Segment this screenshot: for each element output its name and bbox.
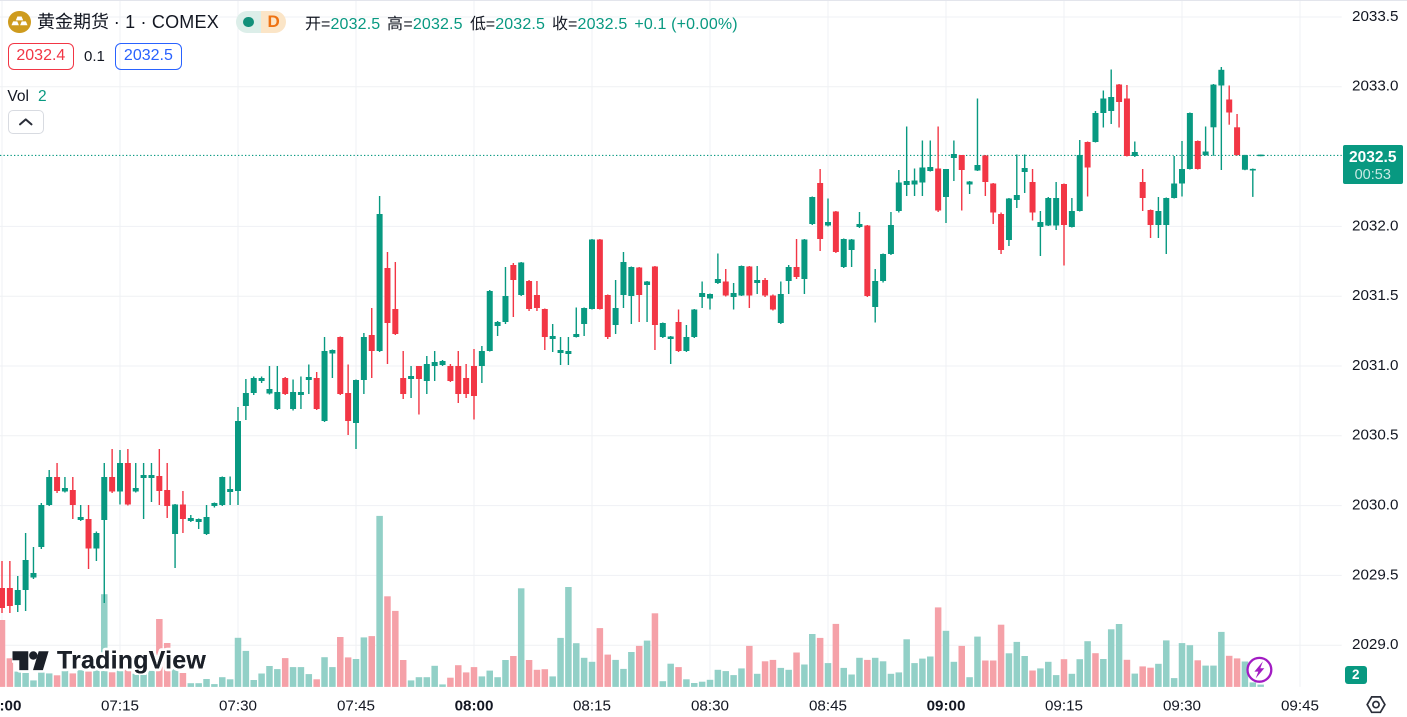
svg-text:09:30: 09:30 [1163,698,1201,715]
svg-text:2033.0: 2033.0 [1352,78,1398,95]
svg-text:07:00: 07:00 [0,698,21,715]
svg-text:2029.0: 2029.0 [1352,636,1398,653]
svg-text:TradingView: TradingView [57,647,206,675]
svg-text:2029.5: 2029.5 [1352,566,1398,583]
svg-text:TradingView: TradingView [57,647,206,675]
svg-text:2030.5: 2030.5 [1352,427,1398,444]
svg-text:2031.5: 2031.5 [1352,287,1398,304]
svg-text:08:00: 08:00 [455,698,494,715]
svg-text:08:30: 08:30 [691,698,729,715]
svg-text:08:45: 08:45 [809,698,847,715]
svg-text:2033.5: 2033.5 [1352,8,1398,25]
svg-text:07:45: 07:45 [337,698,375,715]
svg-text:07:15: 07:15 [101,698,139,715]
svg-text:2031.0: 2031.0 [1352,357,1398,374]
svg-text:09:15: 09:15 [1045,698,1083,715]
svg-text:2030.0: 2030.0 [1352,497,1398,514]
svg-text:2032.0: 2032.0 [1352,217,1398,234]
svg-text:08:15: 08:15 [573,698,611,715]
svg-text:09:45: 09:45 [1281,698,1319,715]
svg-text:07:30: 07:30 [219,698,257,715]
svg-text:09:00: 09:00 [927,698,966,715]
